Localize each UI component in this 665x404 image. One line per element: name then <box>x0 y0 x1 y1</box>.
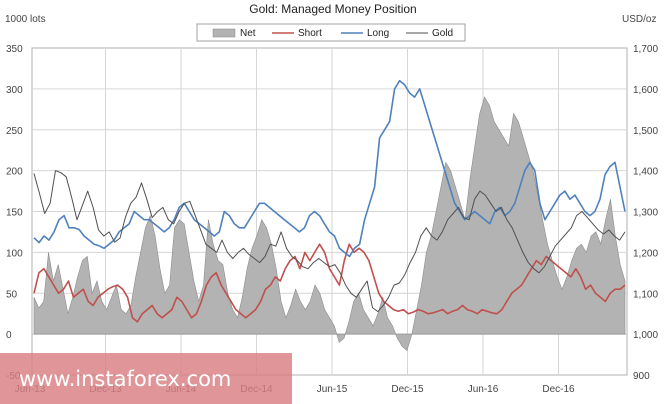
left-tick-label: 300 <box>6 85 23 96</box>
right-tick-label: 1,600 <box>633 85 658 96</box>
legend-net-swatch <box>212 28 236 38</box>
legend-gold-label: Gold <box>432 28 453 39</box>
legend-long-label: Long <box>367 28 389 39</box>
watermark-band <box>0 353 292 404</box>
left-tick-label: 0 <box>6 330 12 341</box>
legend: Net Short Long Gold <box>196 23 466 42</box>
left-tick-label: 200 <box>6 167 23 178</box>
left-tick-label: 250 <box>6 126 23 137</box>
right-tick-label: 1,000 <box>633 330 658 341</box>
legend-short-label: Short <box>298 28 322 39</box>
x-tick-label: Dec-16 <box>542 384 575 395</box>
right-axis-unit: USD/oz <box>622 14 656 25</box>
legend-box <box>196 23 466 42</box>
x-tick-label: Jun-16 <box>468 384 499 395</box>
left-tick-label: 50 <box>6 289 18 300</box>
series-long-line <box>33 79 626 258</box>
watermark-text: www.instaforex.com <box>19 367 231 391</box>
x-tick-label: Jun-15 <box>317 384 348 395</box>
right-tick-label: 1,300 <box>633 208 658 219</box>
plot-area <box>33 79 626 352</box>
right-tick-label: 1,700 <box>633 44 658 55</box>
watermark: www.instaforex.com <box>0 353 292 404</box>
left-axis-unit: 1000 lots <box>5 14 46 25</box>
right-tick-label: 1,500 <box>633 126 658 137</box>
left-tick-label: 350 <box>6 44 23 55</box>
right-tick-label: 1,100 <box>633 289 658 300</box>
left-tick-label: 100 <box>6 248 23 259</box>
chart-title: Gold: Managed Money Position <box>249 2 416 16</box>
x-tick-label: Dec-15 <box>391 384 424 395</box>
right-tick-label: 1,400 <box>633 167 658 178</box>
right-tick-label: 1,200 <box>633 248 658 259</box>
series-short-line <box>33 243 626 323</box>
legend-net-label: Net <box>240 28 256 39</box>
series-gold-line <box>33 170 626 313</box>
series-net-area <box>33 96 626 352</box>
left-tick-label: 150 <box>6 208 23 219</box>
right-tick-label: 900 <box>633 371 650 382</box>
